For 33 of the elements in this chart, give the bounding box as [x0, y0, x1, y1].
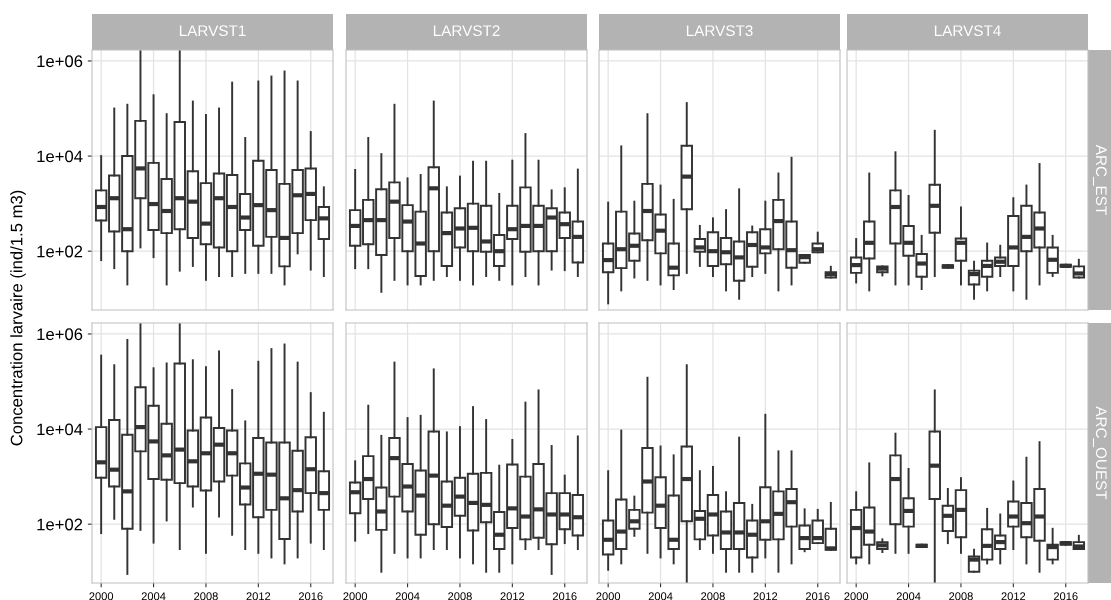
y-tick-label: 1e+02 [37, 245, 83, 258]
x-tick-label: 2008 [194, 592, 218, 600]
chart-title: LARVST2 [433, 25, 500, 37]
x-tick-label: 2004 [648, 592, 673, 600]
chart-title: LARVST1 [179, 25, 246, 37]
y2-axis-title: ARC_EST [1093, 144, 1107, 215]
x-tick-label: 2004 [896, 592, 921, 600]
x-tick-label: 2000 [343, 592, 368, 600]
y-tick-label: 1e+06 [37, 55, 83, 68]
x-tick-label: 2008 [448, 592, 472, 600]
x-tick-label: 2004 [141, 592, 166, 600]
y-tick-label: 1e+04 [37, 423, 83, 436]
x-tick-label: 2012 [1001, 592, 1026, 600]
x-tick-label: 2012 [500, 592, 525, 600]
y-tick-label: 1e+04 [37, 150, 83, 163]
y-tick-label: 1e+02 [37, 518, 83, 531]
x-tick-label: 2016 [298, 592, 323, 600]
x-tick-label: 2004 [395, 592, 420, 600]
x-tick-label: 2008 [949, 592, 973, 600]
x-tick-label: 2008 [701, 592, 725, 600]
chart-title: LARVST4 [934, 25, 1001, 37]
x-tick-label: 2000 [89, 592, 114, 600]
y-tick-label: 1e+06 [37, 328, 83, 341]
x-tick-label: 2016 [1053, 592, 1078, 600]
x-tick-label: 2000 [596, 592, 621, 600]
x-tick-label: 2012 [246, 592, 271, 600]
x-tick-label: 2016 [552, 592, 577, 600]
y-axis-title: Concentration larvaire (ind/1.5 m3) [10, 190, 26, 446]
y2-axis-title: ARC_OUEST [1093, 406, 1107, 500]
x-tick-label: 2016 [805, 592, 830, 600]
chart-title: LARVST3 [686, 25, 753, 37]
x-tick-label: 2000 [844, 592, 869, 600]
x-tick-label: 2012 [753, 592, 778, 600]
